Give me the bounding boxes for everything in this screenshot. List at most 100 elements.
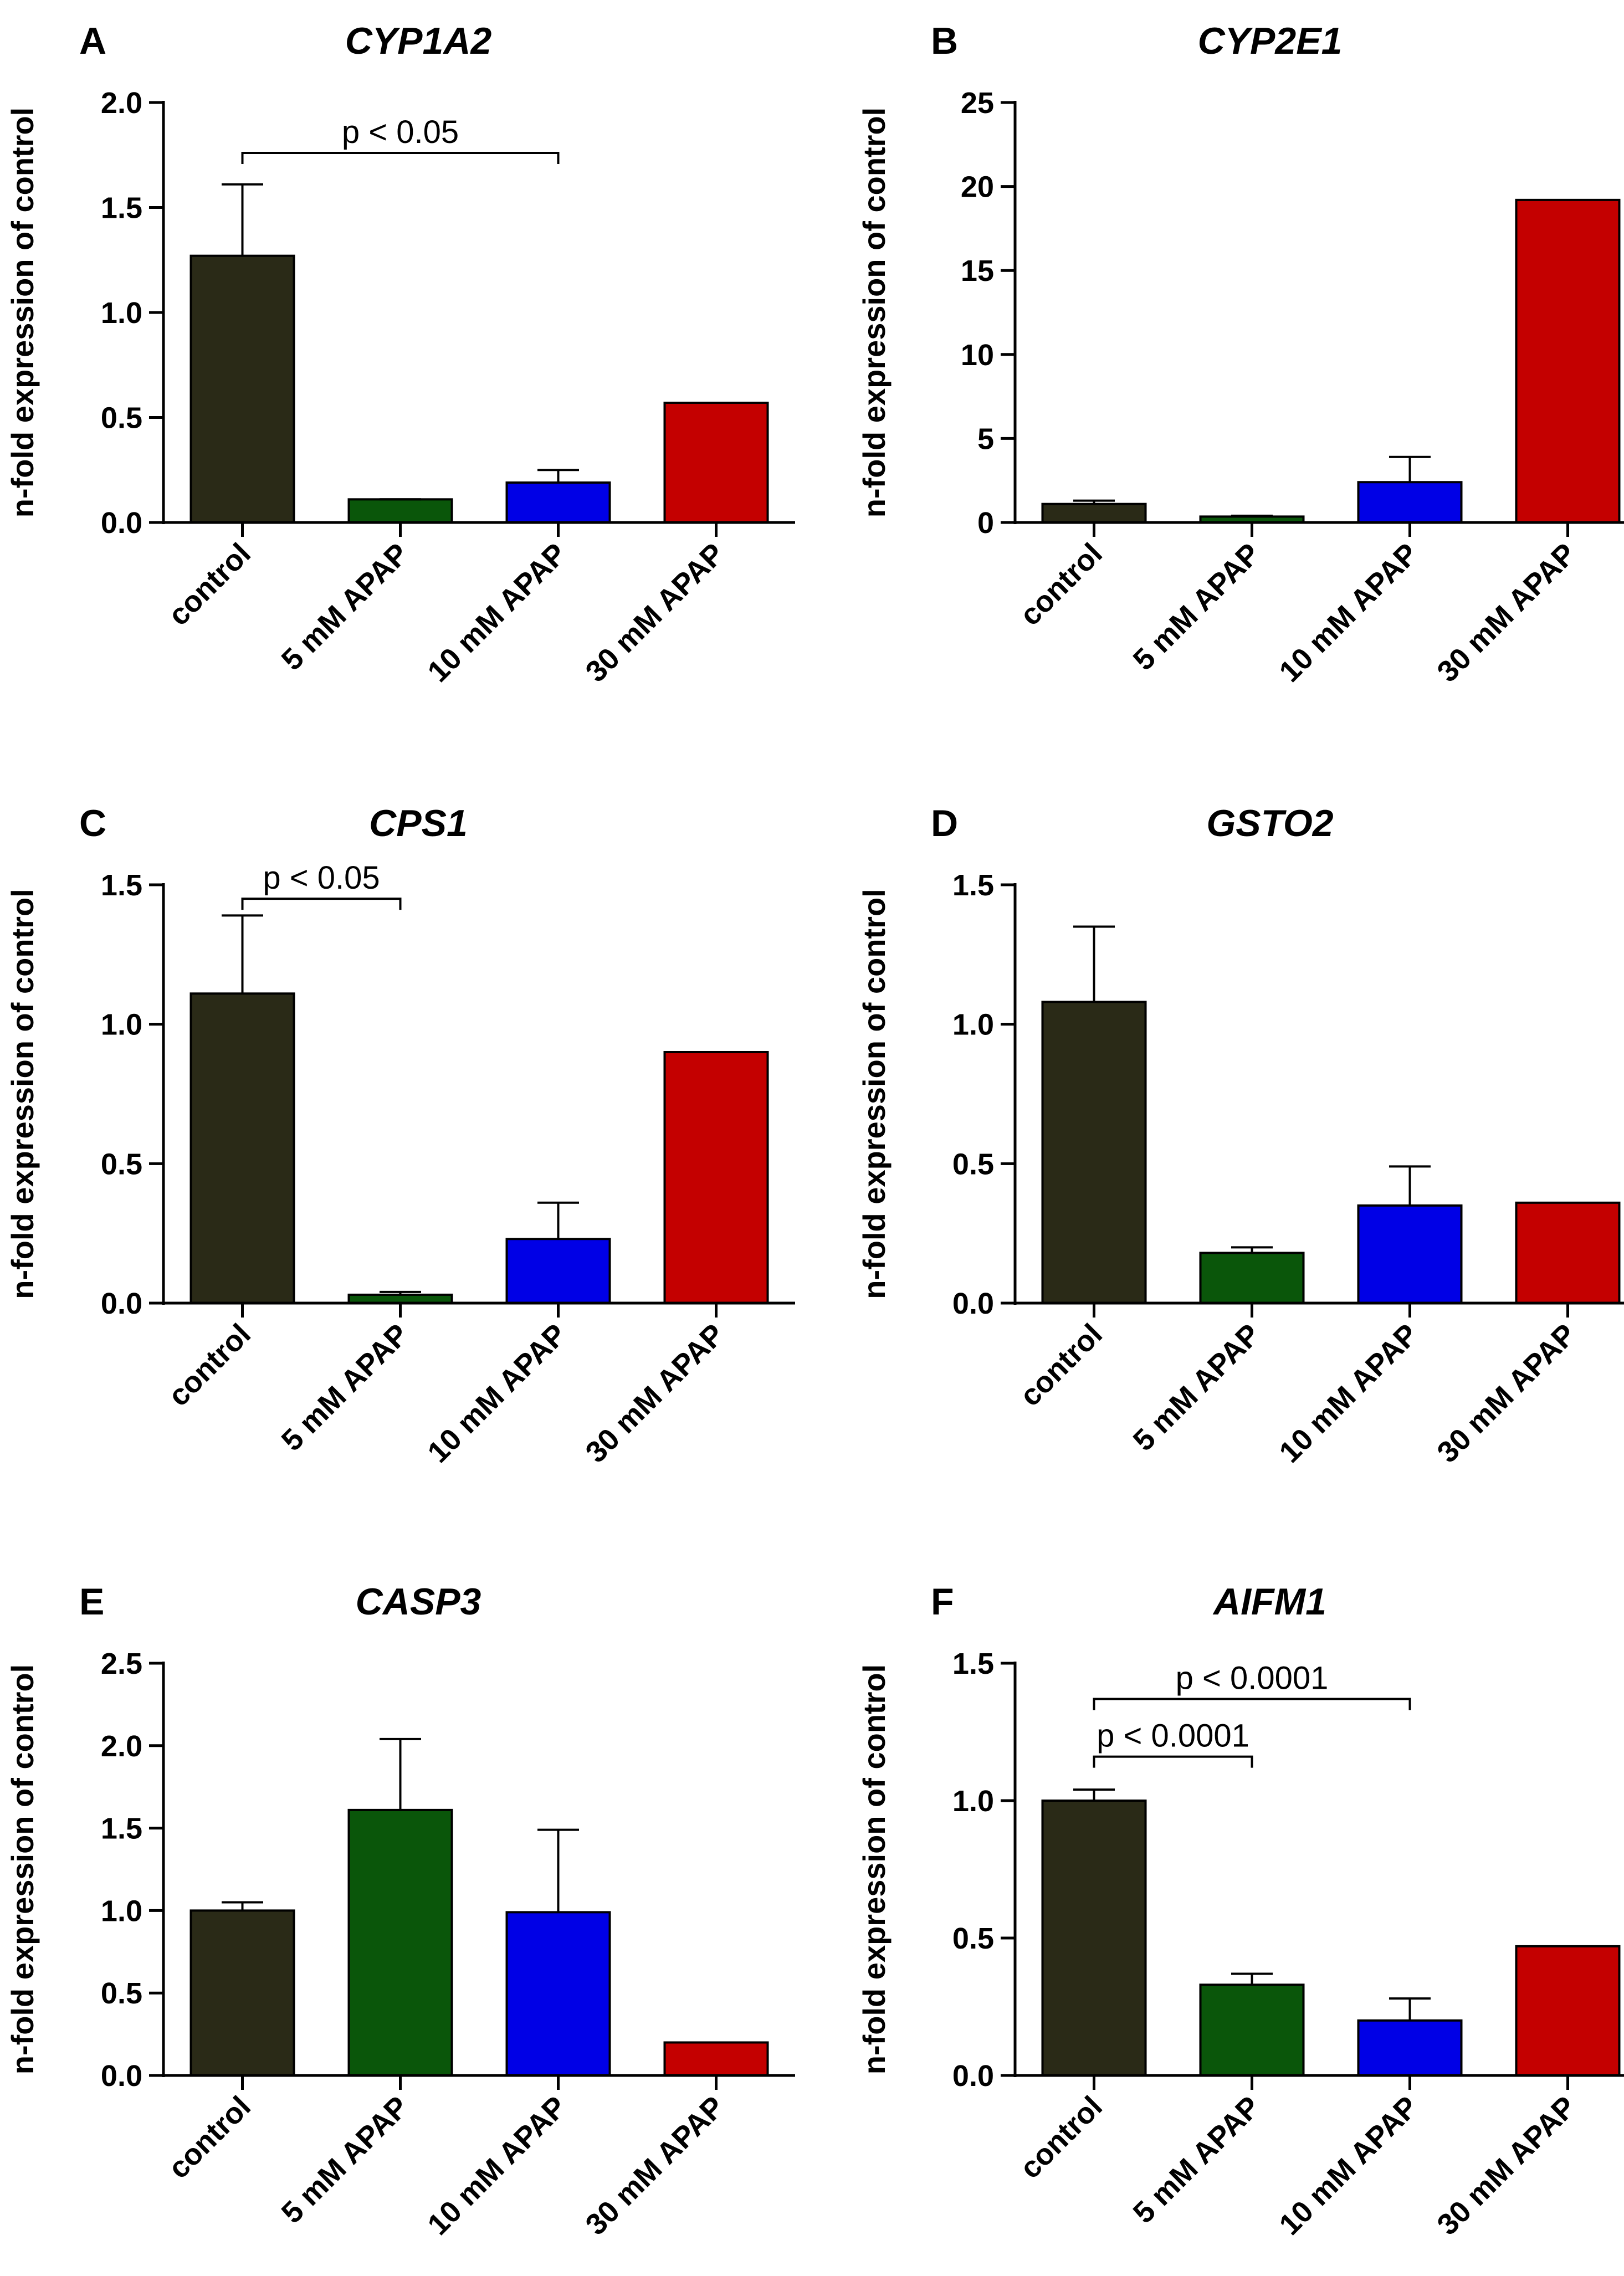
x-tick-label: control — [1013, 537, 1109, 632]
bar-4 — [1515, 1945, 1621, 2077]
x-tick-label: 30 mM APAP — [579, 2090, 731, 2242]
y-tick-label: 1.5 — [101, 192, 142, 225]
y-tick-label: 1.0 — [952, 1008, 994, 1042]
y-tick-label: 2.0 — [101, 1730, 142, 1763]
x-tick-label: 10 mM APAP — [1273, 2090, 1425, 2242]
x-tick-label: 5 mM APAP — [275, 2090, 415, 2229]
y-tick-label: 1.5 — [101, 869, 142, 902]
x-tick-label: 30 mM APAP — [1431, 537, 1582, 689]
chart-title: CPS1 — [369, 802, 468, 844]
x-tick-label: 30 mM APAP — [1431, 2090, 1582, 2242]
y-tick-label: 1.0 — [101, 1894, 142, 1928]
y-tick-label: 5 — [977, 422, 994, 455]
y-tick-label: 0.5 — [101, 402, 142, 435]
bar-4 — [663, 401, 769, 524]
y-tick-label: 10 — [961, 339, 994, 372]
panel-letter: F — [931, 1581, 954, 1623]
x-tick-label: control — [162, 537, 257, 632]
x-tick-label: 30 mM APAP — [1431, 1318, 1582, 1469]
bar-4 — [663, 2041, 769, 2077]
significance-label: p < 0.05 — [342, 114, 459, 150]
x-tick-label: 5 mM APAP — [275, 1318, 415, 1457]
panel-letter: C — [79, 802, 106, 844]
y-axis-label: n-fold expression of control — [857, 889, 892, 1299]
chart-title: CYP2E1 — [1198, 20, 1343, 62]
y-tick-label: 1.0 — [101, 296, 142, 330]
bar-4 — [1515, 1201, 1621, 1305]
bar-1 — [1041, 1001, 1147, 1304]
y-axis-label: n-fold expression of control — [857, 107, 892, 517]
y-tick-label: 15 — [961, 254, 994, 288]
y-tick-label: 20 — [961, 171, 994, 204]
y-tick-label: 2.5 — [101, 1647, 142, 1680]
y-tick-label: 0.0 — [101, 506, 142, 540]
y-axis-label: n-fold expression of control — [857, 1664, 892, 2074]
panel-letter: A — [79, 20, 106, 62]
y-tick-label: 0.0 — [952, 2059, 994, 2093]
bar-4 — [1515, 198, 1621, 524]
bar-3 — [1357, 1204, 1463, 1304]
panel-d: D GSTO2 n-fold expression of control 0.0 0.5… — [857, 802, 1624, 1469]
panel-e: E CASP3 n-fold expression of control 0.0 0.5… — [5, 1581, 795, 2242]
bar-4 — [663, 1051, 769, 1304]
chart-title: CYP1A2 — [345, 20, 492, 62]
bar-1 — [1041, 503, 1147, 524]
bar-3 — [1357, 481, 1463, 524]
x-tick-label: 5 mM APAP — [1127, 537, 1267, 676]
y-axis-label: n-fold expression of control — [5, 889, 40, 1299]
significance-label: p < 0.0001 — [1097, 1718, 1249, 1754]
y-tick-label: 0.0 — [101, 2059, 142, 2093]
bar-2 — [1199, 1983, 1305, 2077]
bar-1 — [189, 992, 295, 1305]
x-tick-label: control — [1013, 2090, 1109, 2185]
y-tick-label: 2.0 — [101, 86, 142, 120]
chart-title: CASP3 — [356, 1581, 481, 1623]
bar-3 — [505, 1911, 611, 2077]
bar-3 — [1357, 2019, 1463, 2077]
significance-label: p < 0.0001 — [1176, 1660, 1329, 1696]
x-tick-label: 10 mM APAP — [421, 2090, 573, 2242]
y-tick-label: 1.0 — [101, 1008, 142, 1042]
panel-c: C CPS1 n-fold expression of control 0.0 0.5 1… — [5, 802, 795, 1469]
y-tick-label: 25 — [961, 86, 994, 120]
panel-letter: E — [79, 1581, 104, 1623]
y-axis-label: n-fold expression of control — [5, 1664, 40, 2074]
x-tick-label: 5 mM APAP — [1127, 1318, 1267, 1457]
significance-bracket — [241, 898, 402, 910]
bar-1 — [1041, 1800, 1147, 2077]
x-tick-label: 5 mM APAP — [275, 537, 415, 676]
panel-letter: D — [931, 802, 958, 844]
y-tick-label: 0.0 — [101, 1287, 142, 1320]
y-tick-label: 0.5 — [101, 1147, 142, 1181]
x-tick-label: control — [162, 2090, 257, 2185]
bar-3 — [505, 481, 611, 524]
x-tick-label: 5 mM APAP — [1127, 2090, 1267, 2229]
chart-title: GSTO2 — [1206, 802, 1333, 844]
significance-bracket — [1093, 1698, 1411, 1710]
x-tick-label: 10 mM APAP — [421, 1318, 573, 1469]
x-tick-label: control — [162, 1318, 257, 1413]
bar-1 — [189, 1909, 295, 2077]
panel-f: F AIFM1 n-fold expression of control 0.0 0.5… — [857, 1581, 1624, 2242]
x-tick-label: 30 mM APAP — [579, 537, 731, 689]
significance-bracket — [241, 151, 560, 164]
y-tick-label: 0.5 — [952, 1147, 994, 1181]
panel-b: B CYP2E1 n-fold expression of control 0 5 10 1… — [857, 20, 1624, 689]
bar-2 — [1199, 1252, 1305, 1304]
panel-a: A CYP1A2 n-fold expression of control 0.0 0.… — [5, 20, 795, 689]
bar-2 — [347, 498, 453, 524]
y-axis-label: n-fold expression of control — [5, 107, 40, 517]
x-tick-label: 10 mM APAP — [1273, 1318, 1425, 1469]
y-tick-label: 1.5 — [101, 1812, 142, 1846]
x-tick-label: 30 mM APAP — [579, 1318, 731, 1469]
chart-title: AIFM1 — [1212, 1581, 1326, 1623]
panel-letter: B — [931, 20, 958, 62]
bar-1 — [189, 254, 295, 524]
significance-label: p < 0.05 — [263, 860, 380, 896]
x-tick-label: 10 mM APAP — [421, 537, 573, 689]
x-tick-label: 10 mM APAP — [1273, 537, 1425, 689]
y-tick-label: 1.5 — [952, 869, 994, 902]
y-tick-label: 0.0 — [952, 1287, 994, 1320]
y-tick-label: 0 — [977, 506, 994, 540]
